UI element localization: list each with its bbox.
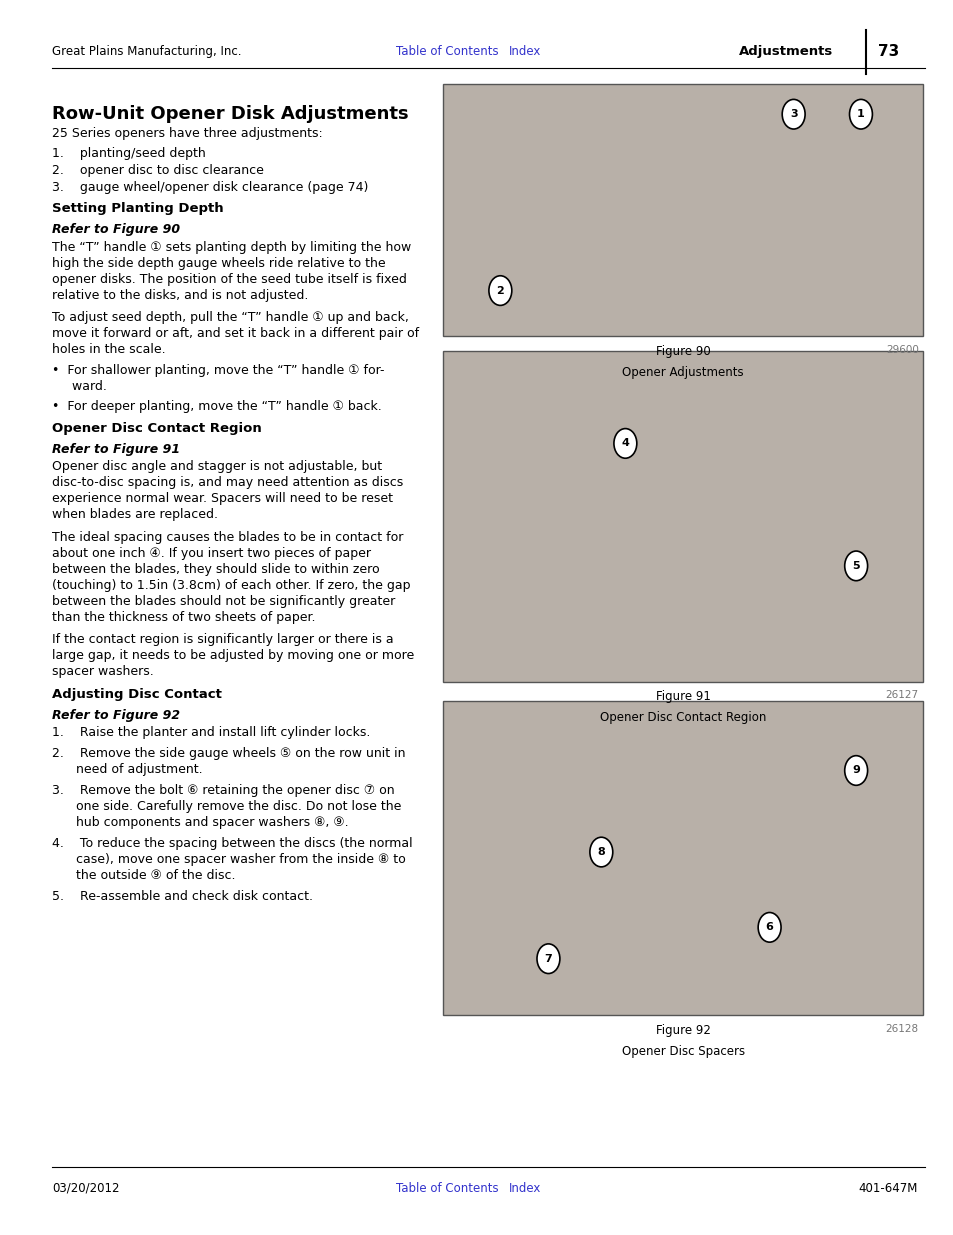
Text: hub components and spacer washers ⑧, ⑨.: hub components and spacer washers ⑧, ⑨. (52, 816, 349, 829)
Text: 26127: 26127 (884, 690, 918, 700)
Text: •  For shallower planting, move the “T” handle ① for-: • For shallower planting, move the “T” h… (52, 364, 385, 377)
Text: 3: 3 (789, 109, 797, 120)
Text: Opener Adjustments: Opener Adjustments (621, 366, 743, 379)
Text: Opener Disc Contact Region: Opener Disc Contact Region (52, 422, 262, 435)
Text: 73: 73 (877, 44, 898, 59)
Text: To adjust seed depth, pull the “T” handle ① up and back,: To adjust seed depth, pull the “T” handl… (52, 311, 409, 324)
Text: large gap, it needs to be adjusted by moving one or more: large gap, it needs to be adjusted by mo… (52, 650, 415, 662)
Circle shape (537, 944, 559, 973)
Circle shape (843, 756, 866, 785)
Text: experience normal wear. Spacers will need to be reset: experience normal wear. Spacers will nee… (52, 493, 393, 505)
Text: move it forward or aft, and set it back in a different pair of: move it forward or aft, and set it back … (52, 327, 419, 340)
Text: ward.: ward. (52, 380, 108, 393)
Text: between the blades, they should slide to within zero: between the blades, they should slide to… (52, 563, 379, 576)
Text: case), move one spacer washer from the inside ⑧ to: case), move one spacer washer from the i… (52, 853, 406, 866)
Text: Figure 91: Figure 91 (655, 690, 710, 704)
Text: Refer to Figure 91: Refer to Figure 91 (52, 443, 180, 456)
Text: Refer to Figure 92: Refer to Figure 92 (52, 709, 180, 721)
Text: 1.    Raise the planter and install lift cylinder locks.: 1. Raise the planter and install lift cy… (52, 726, 371, 739)
Circle shape (848, 99, 871, 128)
Text: Refer to Figure 90: Refer to Figure 90 (52, 224, 180, 236)
Text: 3.    gauge wheel/opener disk clearance (page 74): 3. gauge wheel/opener disk clearance (pa… (52, 182, 369, 194)
Text: 4: 4 (620, 438, 629, 448)
Text: (touching) to 1.5in (3.8cm) of each other. If zero, the gap: (touching) to 1.5in (3.8cm) of each othe… (52, 579, 411, 592)
Text: The ideal spacing causes the blades to be in contact for: The ideal spacing causes the blades to b… (52, 531, 403, 543)
Text: 7: 7 (544, 953, 552, 963)
Text: high the side depth gauge wheels ride relative to the: high the side depth gauge wheels ride re… (52, 257, 386, 269)
Text: when blades are replaced.: when blades are replaced. (52, 509, 218, 521)
Circle shape (614, 429, 637, 458)
FancyBboxPatch shape (442, 701, 923, 1015)
Text: Table of Contents: Table of Contents (395, 46, 498, 58)
Text: 03/20/2012: 03/20/2012 (52, 1182, 120, 1194)
Text: Opener disc angle and stagger is not adjustable, but: Opener disc angle and stagger is not adj… (52, 461, 382, 473)
Text: Index: Index (508, 1182, 540, 1194)
Text: 26128: 26128 (884, 1024, 918, 1034)
Text: Adjusting Disc Contact: Adjusting Disc Contact (52, 688, 222, 700)
Text: Index: Index (508, 46, 540, 58)
Text: than the thickness of two sheets of paper.: than the thickness of two sheets of pape… (52, 611, 315, 624)
Circle shape (488, 275, 511, 305)
Text: one side. Carefully remove the disc. Do not lose the: one side. Carefully remove the disc. Do … (52, 800, 401, 813)
Text: 2: 2 (496, 285, 504, 295)
Text: about one inch ④. If you insert two pieces of paper: about one inch ④. If you insert two piec… (52, 547, 371, 559)
Text: 25 Series openers have three adjustments:: 25 Series openers have three adjustments… (52, 127, 323, 140)
Text: the outside ⑨ of the disc.: the outside ⑨ of the disc. (52, 869, 235, 882)
Circle shape (781, 99, 804, 128)
Text: holes in the scale.: holes in the scale. (52, 343, 166, 356)
Text: 401-647M: 401-647M (858, 1182, 917, 1194)
Text: spacer washers.: spacer washers. (52, 666, 154, 678)
Text: Table of Contents: Table of Contents (395, 1182, 498, 1194)
Text: The “T” handle ① sets planting depth by limiting the how: The “T” handle ① sets planting depth by … (52, 241, 412, 253)
Text: Opener Disc Contact Region: Opener Disc Contact Region (599, 711, 765, 725)
Text: 8: 8 (597, 847, 604, 857)
Text: 2.    Remove the side gauge wheels ⑤ on the row unit in: 2. Remove the side gauge wheels ⑤ on the… (52, 747, 406, 760)
Text: Figure 90: Figure 90 (655, 345, 710, 358)
Text: Figure 92: Figure 92 (655, 1024, 710, 1037)
Text: relative to the disks, and is not adjusted.: relative to the disks, and is not adjust… (52, 289, 309, 301)
Text: Adjustments: Adjustments (739, 46, 833, 58)
Text: 1: 1 (856, 109, 864, 120)
Text: If the contact region is significantly larger or there is a: If the contact region is significantly l… (52, 634, 394, 646)
Text: 29600: 29600 (885, 345, 918, 354)
Text: disc-to-disc spacing is, and may need attention as discs: disc-to-disc spacing is, and may need at… (52, 477, 403, 489)
Text: 9: 9 (851, 766, 860, 776)
Text: Opener Disc Spacers: Opener Disc Spacers (620, 1045, 744, 1058)
Text: opener disks. The position of the seed tube itself is fixed: opener disks. The position of the seed t… (52, 273, 407, 285)
Circle shape (758, 913, 781, 942)
Text: 5: 5 (851, 561, 859, 571)
Text: 5.    Re-assemble and check disk contact.: 5. Re-assemble and check disk contact. (52, 890, 314, 903)
Circle shape (589, 837, 612, 867)
Text: 6: 6 (765, 923, 773, 932)
Text: 1.    planting/seed depth: 1. planting/seed depth (52, 147, 206, 159)
Text: between the blades should not be significantly greater: between the blades should not be signifi… (52, 595, 395, 608)
Circle shape (843, 551, 866, 580)
FancyBboxPatch shape (442, 351, 923, 682)
Text: •  For deeper planting, move the “T” handle ① back.: • For deeper planting, move the “T” hand… (52, 400, 382, 412)
Text: Row-Unit Opener Disk Adjustments: Row-Unit Opener Disk Adjustments (52, 105, 409, 122)
Text: 2.    opener disc to disc clearance: 2. opener disc to disc clearance (52, 164, 264, 177)
FancyBboxPatch shape (442, 84, 923, 336)
Text: Setting Planting Depth: Setting Planting Depth (52, 203, 224, 215)
Text: 3.    Remove the bolt ⑥ retaining the opener disc ⑦ on: 3. Remove the bolt ⑥ retaining the opene… (52, 784, 395, 797)
Text: need of adjustment.: need of adjustment. (52, 763, 203, 776)
Text: 4.    To reduce the spacing between the discs (the normal: 4. To reduce the spacing between the dis… (52, 837, 413, 850)
Text: Great Plains Manufacturing, Inc.: Great Plains Manufacturing, Inc. (52, 46, 242, 58)
